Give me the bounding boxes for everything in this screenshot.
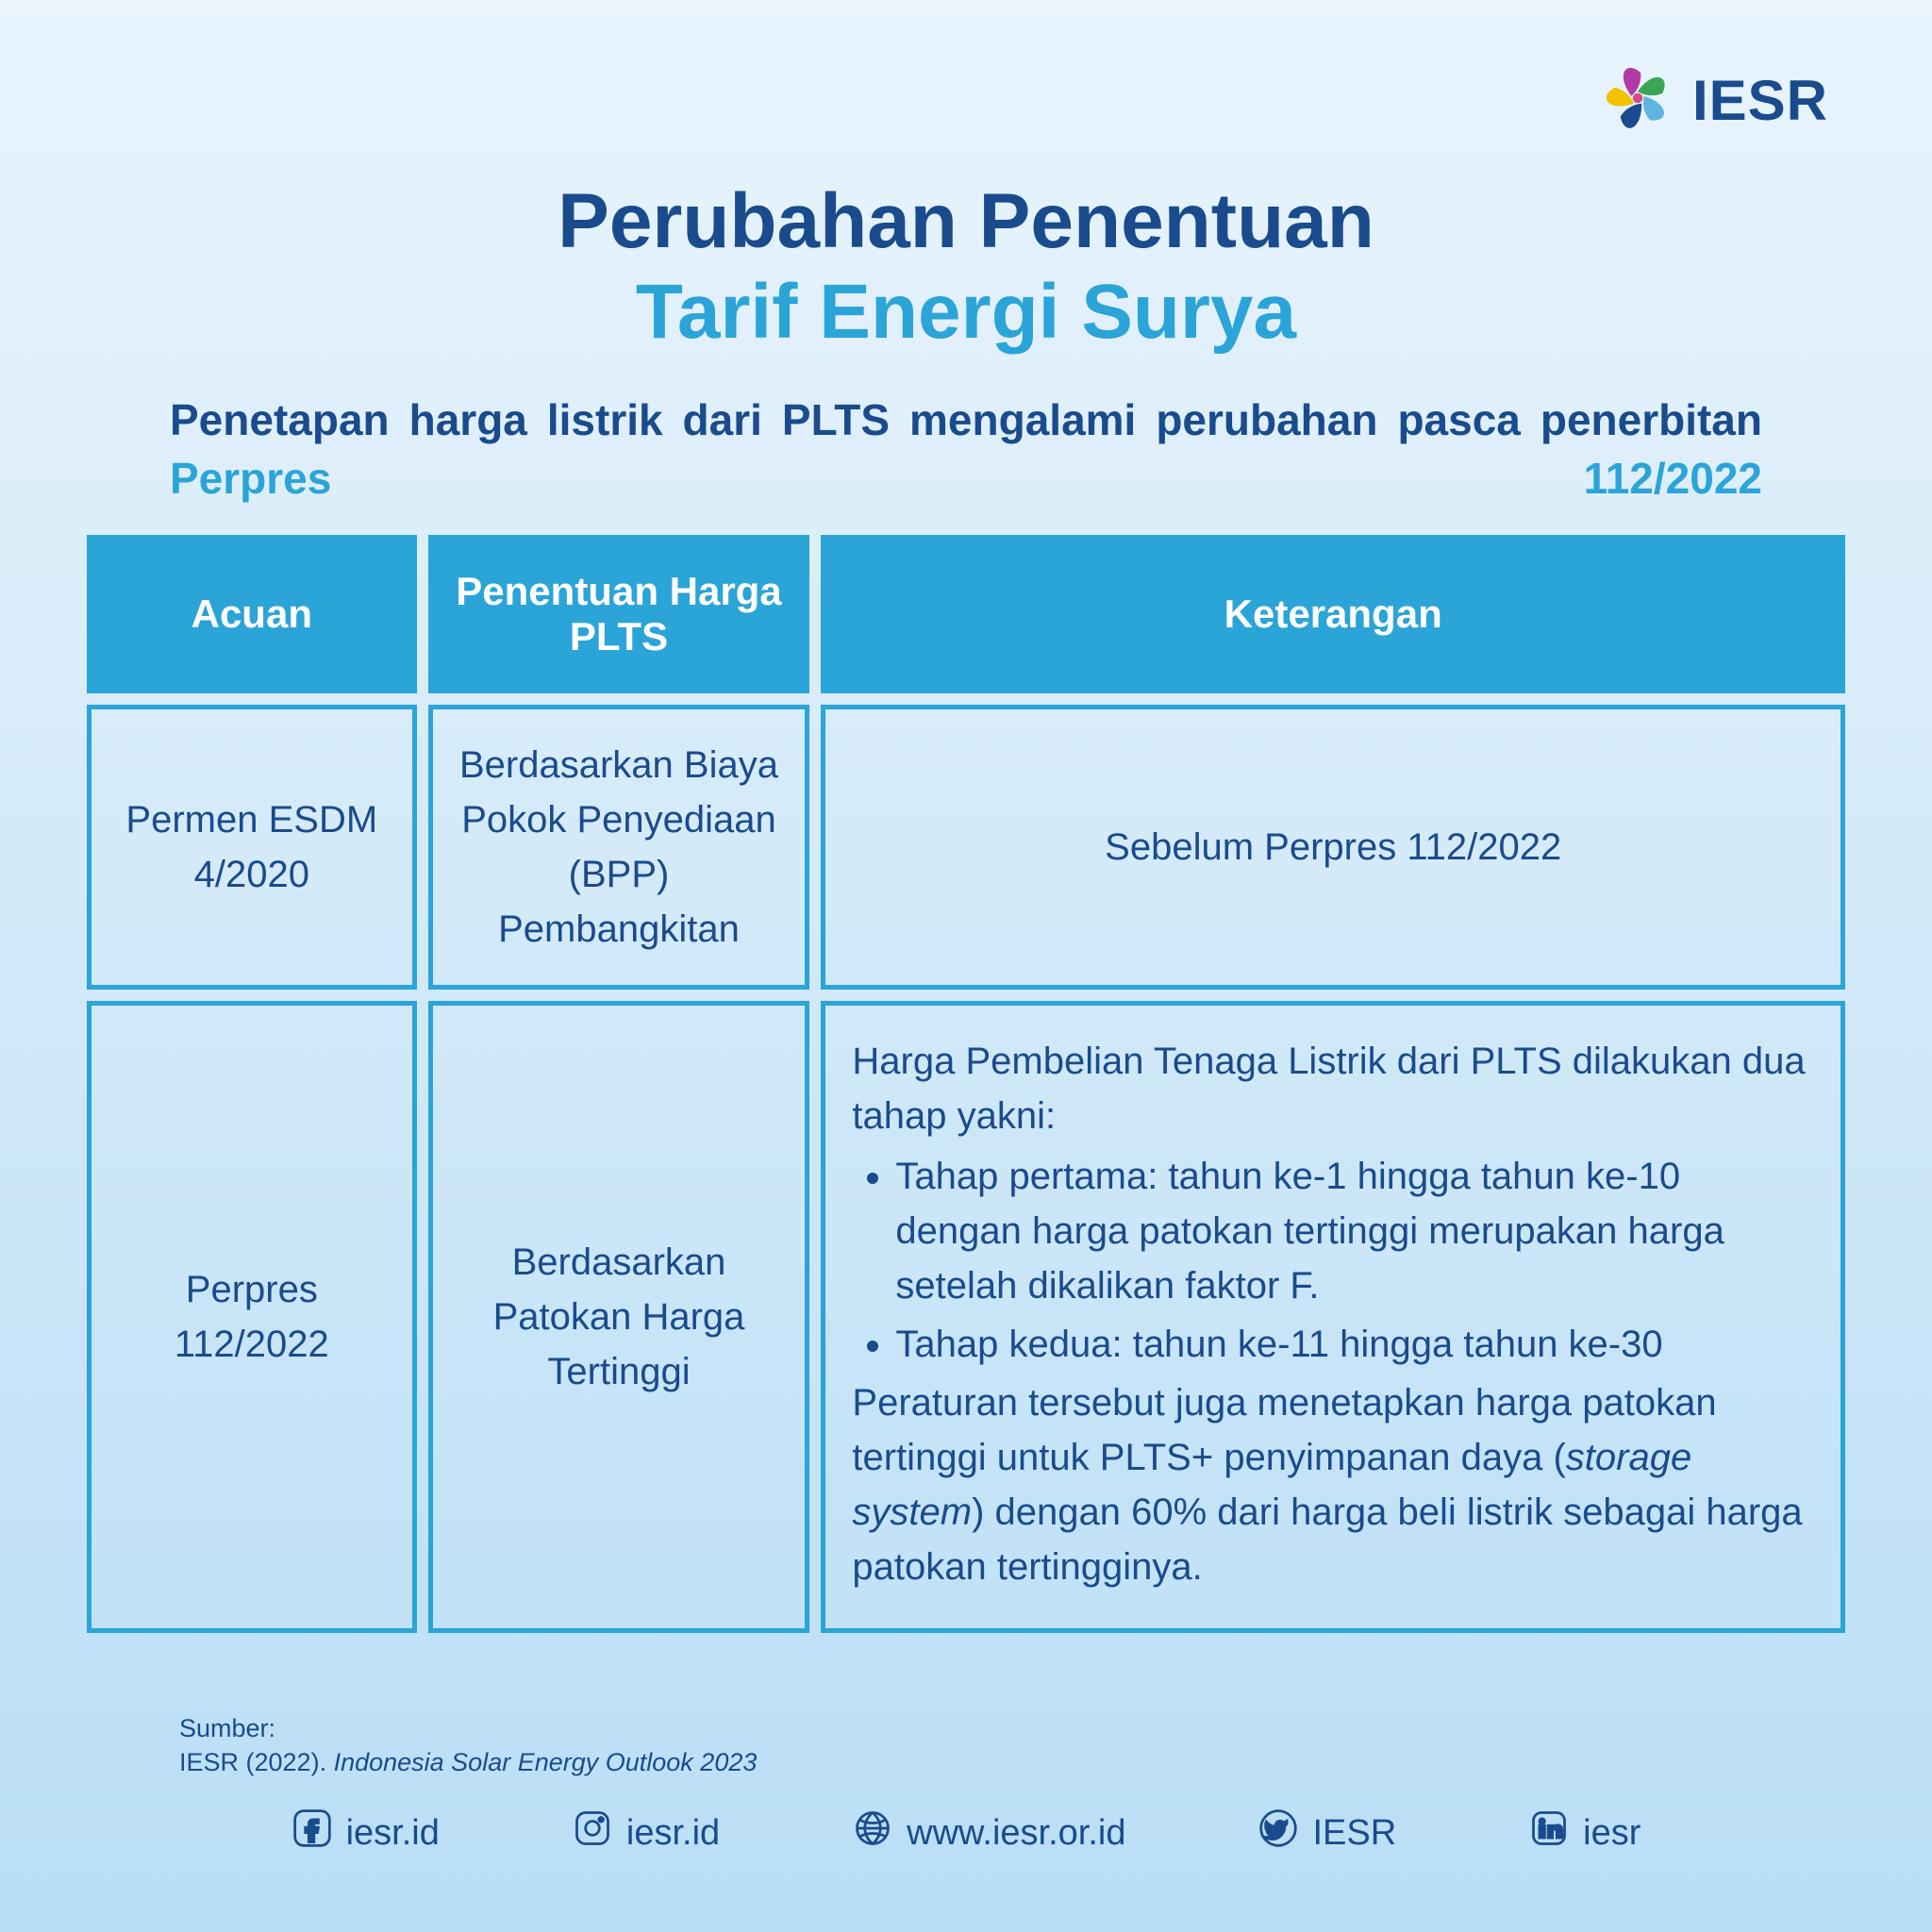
social-facebook: iesr.id [291,1807,440,1858]
page-title: Perubahan Penentuan Tarif Energi Surya [0,179,1932,355]
cell-penentuan: Berdasarkan Patokan Harga Tertinggi [428,1001,810,1633]
cell-keterangan: Harga Pembelian Tenaga Listrik dari PLTS… [821,1001,1845,1633]
source-line: IESR (2022). Indonesia Solar Energy Outl… [179,1745,757,1779]
social-handle: www.iesr.or.id [907,1813,1125,1854]
subtitle: Penetapan harga listrik dari PLTS mengal… [170,391,1762,508]
social-linkedin: iesr [1528,1807,1641,1858]
th-acuan: Acuan [87,535,417,693]
globe-icon [852,1807,893,1858]
tariff-table: Acuan Penentuan Harga PLTS Keterangan Pe… [75,524,1857,1644]
table-row: Permen ESDM 4/2020 Berdasarkan Biaya Pok… [87,705,1845,990]
ket-intro: Harga Pembelian Tenaga Listrik dari PLTS… [852,1034,1814,1143]
th-penentuan: Penentuan Harga PLTS [428,535,810,693]
cell-acuan: Perpres 112/2022 [87,1001,417,1633]
table-header-row: Acuan Penentuan Harga PLTS Keterangan [87,535,1845,693]
source-citation: Sumber: IESR (2022). Indonesia Solar Ene… [179,1711,757,1780]
brand-logo: IESR [1596,57,1828,144]
subtitle-highlight: Perpres 112/2022 [170,454,1762,503]
source-label: Sumber: [179,1711,757,1745]
social-handle: iesr [1583,1813,1641,1854]
instagram-icon [572,1807,613,1858]
twitter-icon [1257,1807,1299,1858]
cell-acuan: Permen ESDM 4/2020 [87,705,417,990]
brand-name: IESR [1692,68,1828,133]
title-line-2: Tarif Energi Surya [0,270,1932,355]
pinwheel-icon [1596,57,1679,144]
ket-bullets: Tahap pertama: tahun ke-1 hingga tahun k… [895,1149,1814,1372]
facebook-icon [291,1807,333,1858]
social-handle: iesr.id [346,1813,440,1854]
ket-bullet: Tahap pertama: tahun ke-1 hingga tahun k… [895,1149,1814,1313]
subtitle-prefix: Penetapan harga listrik dari PLTS mengal… [170,395,1762,444]
th-keterangan: Keterangan [821,535,1845,693]
linkedin-icon [1528,1807,1570,1858]
ket-bullet: Tahap kedua: tahun ke-11 hingga tahun ke… [895,1317,1814,1372]
title-line-1: Perubahan Penentuan [0,179,1932,264]
cell-penentuan: Berdasarkan Biaya Pokok Penyediaan (BPP)… [428,705,810,990]
table-row: Perpres 112/2022 Berdasarkan Patokan Har… [87,1001,1845,1633]
cell-keterangan: Sebelum Perpres 112/2022 [821,705,1845,990]
social-handle: iesr.id [626,1813,720,1854]
footer-socials: iesr.id iesr.id www.iesr.or.id [0,1807,1932,1858]
social-website: www.iesr.or.id [852,1807,1125,1858]
social-twitter: IESR [1257,1807,1396,1858]
social-instagram: iesr.id [572,1807,720,1858]
ket-tail: Peraturan tersebut juga menetapkan harga… [852,1375,1814,1594]
social-handle: IESR [1312,1813,1396,1854]
